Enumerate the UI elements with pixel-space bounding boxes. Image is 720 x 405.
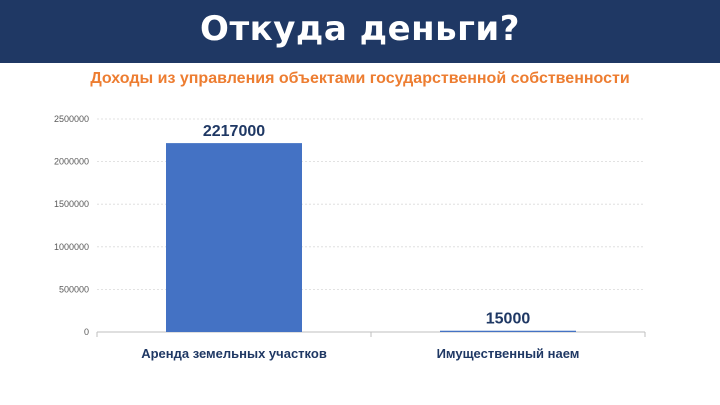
y-tick-label: 500000 bbox=[59, 284, 89, 294]
data-label: 2217000 bbox=[203, 123, 265, 140]
y-tick-label: 2000000 bbox=[54, 157, 89, 167]
y-tick-label: 1000000 bbox=[54, 242, 89, 252]
chart-svg: 0 500000 1000000 1500000 2000000 2500000 22170… bbox=[54, 114, 646, 361]
bar-chart: 0 500000 1000000 1500000 2000000 2500000 22170… bbox=[0, 100, 720, 380]
y-tick-label: 0 bbox=[84, 327, 89, 337]
slide-title: Откуда деньги? bbox=[200, 8, 520, 49]
category-label: Аренда земельных участков bbox=[141, 346, 327, 361]
y-tick-label: 1500000 bbox=[54, 199, 89, 209]
bar-1 bbox=[166, 143, 302, 332]
data-label: 15000 bbox=[486, 311, 531, 328]
category-label: Имущественный наем bbox=[437, 346, 580, 361]
bar-2 bbox=[440, 330, 576, 332]
slide-header: Откуда деньги? bbox=[0, 0, 720, 63]
chart-subtitle: Доходы из управления объектами государст… bbox=[90, 70, 630, 87]
y-tick-label: 2500000 bbox=[54, 114, 89, 124]
